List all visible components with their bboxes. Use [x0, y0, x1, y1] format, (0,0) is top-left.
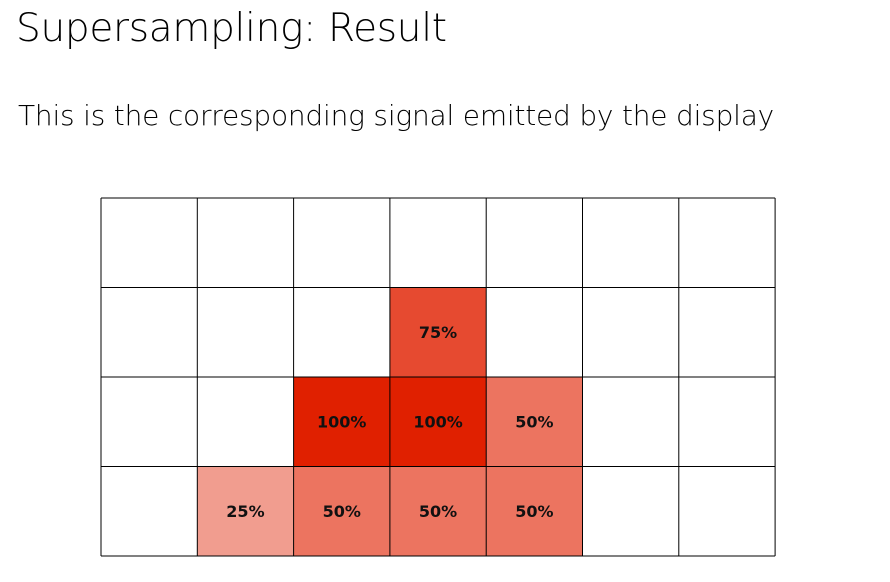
- grid-cell-r2-c4: [486, 377, 583, 467]
- cell-label: 100%: [317, 412, 366, 431]
- grid-cell-r0-c6: [678, 198, 776, 288]
- grid-cell-r3-c3: [389, 466, 487, 556]
- grid-cell-r2-c3: [389, 377, 487, 467]
- cell-label: 50%: [323, 502, 361, 521]
- grid-cell-r1-c3: [389, 287, 487, 377]
- grid-cell-r2-c0: [101, 377, 198, 467]
- cell-label: 50%: [419, 502, 457, 521]
- slide-subtitle: This is the corresponding signal emitted…: [18, 99, 775, 132]
- grid-cell-r1-c4: [486, 287, 583, 377]
- grid-cell-r2-c2: [293, 377, 390, 467]
- grid-cell-r0-c3: [389, 198, 487, 288]
- grid-cell-r1-c6: [678, 287, 776, 377]
- grid-cell-r3-c5: [582, 466, 679, 556]
- grid-cell-r1-c5: [582, 287, 679, 377]
- grid-cell-r0-c4: [486, 198, 583, 288]
- cell-label: 50%: [515, 502, 553, 521]
- grid-cell-r0-c1: [197, 198, 294, 288]
- grid-cell-r1-c1: [197, 287, 294, 377]
- grid-cell-r3-c2: [293, 466, 390, 556]
- grid-cell-r0-c2: [293, 198, 390, 288]
- grid-cell-r2-c1: [197, 377, 294, 467]
- cell-label: 25%: [226, 502, 264, 521]
- grid-cell-r1-c0: [101, 287, 198, 377]
- grid-cell-r2-c5: [582, 377, 679, 467]
- grid-cell-r3-c1: [197, 466, 294, 556]
- cell-label: 50%: [515, 412, 553, 431]
- grid-cell-r3-c0: [101, 466, 198, 556]
- grid-cell-r3-c4: [486, 466, 583, 556]
- slide-title: Supersampling: Result: [16, 6, 447, 51]
- cell-label: 75%: [419, 323, 457, 342]
- grid-cell-r1-c2: [293, 287, 390, 377]
- grid-cell-r0-c5: [582, 198, 679, 288]
- grid-cell-r0-c0: [101, 198, 198, 288]
- grid-cell-r3-c6: [678, 466, 776, 556]
- cell-label: 100%: [413, 412, 462, 431]
- grid-cell-r2-c6: [678, 377, 776, 467]
